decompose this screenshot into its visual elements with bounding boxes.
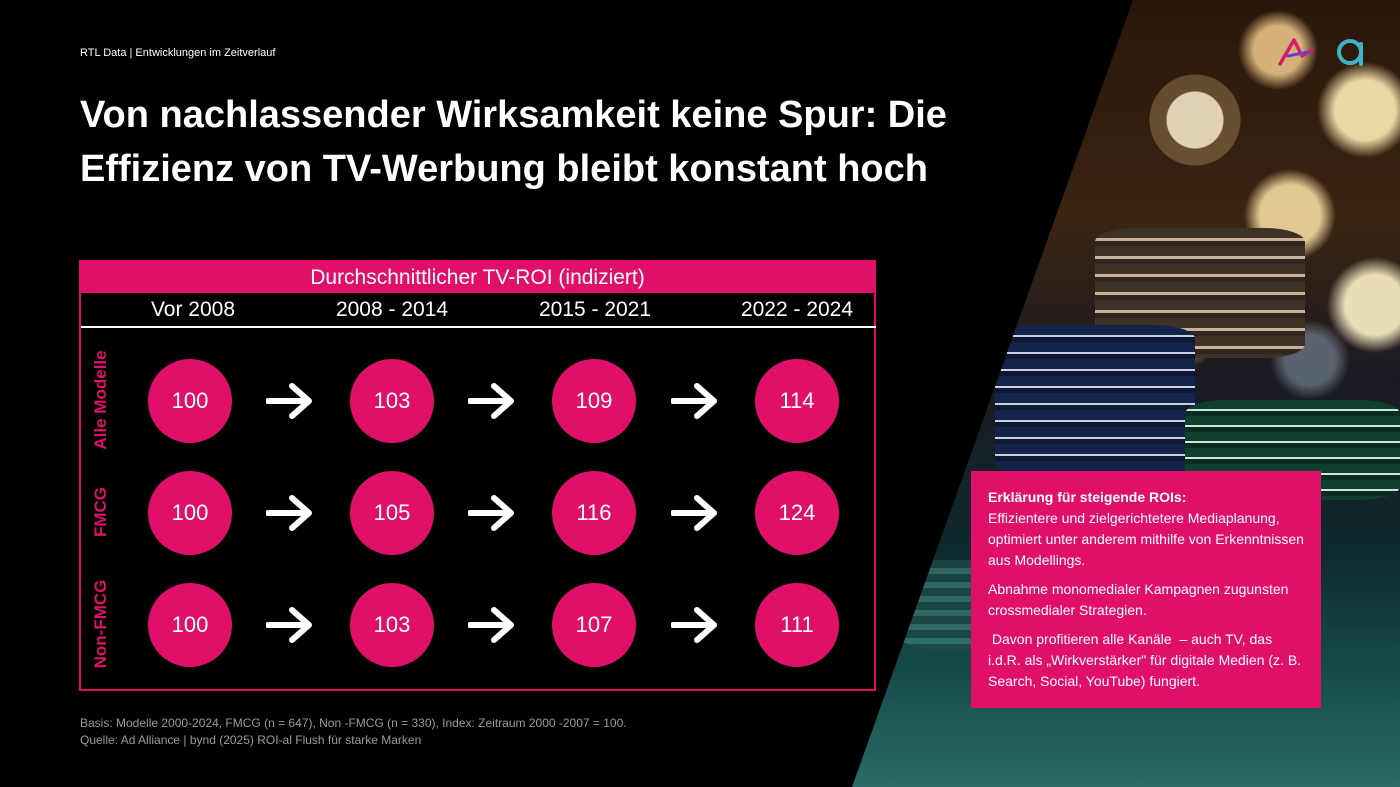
explanation-paragraph: Abnahme monomedialer Kampagnen zugunsten… — [988, 581, 1289, 618]
roi-value-circle: 124 — [755, 471, 839, 555]
column-header: 2022 - 2024 — [740, 298, 854, 321]
kicker: RTL Data | Entwicklungen im Zeitverlauf — [80, 47, 276, 59]
header-divider — [81, 326, 876, 328]
footnote: Basis: Modelle 2000-2024, FMCG (n = 647)… — [80, 715, 627, 749]
row-label-fmcg: FMCG — [91, 486, 110, 538]
arrow-right-icon — [671, 383, 717, 419]
footnote-source: Quelle: Ad Alliance | bynd (2025) ROI-al… — [80, 733, 422, 747]
footnote-basis: Basis: Modelle 2000-2024, FMCG (n = 647)… — [80, 716, 627, 730]
roi-value-circle: 100 — [148, 583, 232, 667]
roi-value-circle: 114 — [755, 359, 839, 443]
arrow-right-icon — [671, 607, 717, 643]
arrow-right-icon — [266, 383, 312, 419]
arrow-right-icon — [468, 607, 514, 643]
explanation-title: Erklärung für steigende ROIs: — [988, 489, 1187, 505]
row-label-non-fmcg: Non-FMCG — [91, 579, 110, 669]
arrow-right-icon — [266, 495, 312, 531]
roi-value-circle: 103 — [350, 583, 434, 667]
roi-value-circle: 103 — [350, 359, 434, 443]
explanation-paragraph: Davon profitieren alle Kanäle – auch TV,… — [988, 631, 1305, 689]
roi-value-circle: 100 — [148, 471, 232, 555]
chip-stack-blue — [995, 325, 1195, 475]
page-title: Von nachlassender Wirksamkeit keine Spur… — [80, 88, 1010, 196]
roi-value-circle: 107 — [552, 583, 636, 667]
roi-value-circle: 105 — [350, 471, 434, 555]
roi-value-circle: 109 — [552, 359, 636, 443]
arrow-right-icon — [671, 495, 717, 531]
page-title-line-1: Von nachlassender Wirksamkeit keine Spur… — [80, 94, 947, 136]
explanation-box: Erklärung für steigende ROIs: Effiziente… — [971, 471, 1321, 708]
roi-value-circle: 111 — [755, 583, 839, 667]
arrow-right-icon — [468, 383, 514, 419]
roi-value-circle: 100 — [148, 359, 232, 443]
page-title-line-2: Effizienz von TV-Werbung bleibt konstant… — [80, 148, 928, 190]
arrow-right-icon — [266, 607, 312, 643]
column-header: 2008 - 2014 — [335, 298, 449, 321]
table-title: Durchschnittlicher TV-ROI (indiziert) — [81, 262, 874, 293]
row-label-alle-modelle: Alle Modelle — [91, 350, 110, 450]
ad-alliance-logo-icon — [1278, 38, 1363, 66]
arrow-right-icon — [468, 495, 514, 531]
roi-value-circle: 116 — [552, 471, 636, 555]
column-header: Vor 2008 — [150, 298, 236, 321]
column-header: 2015 - 2021 — [538, 298, 652, 321]
roi-table: Durchschnittlicher TV-ROI (indiziert) Vo… — [79, 260, 876, 691]
explanation-paragraph: Effizientere und zielgerichtetere Mediap… — [988, 510, 1304, 568]
